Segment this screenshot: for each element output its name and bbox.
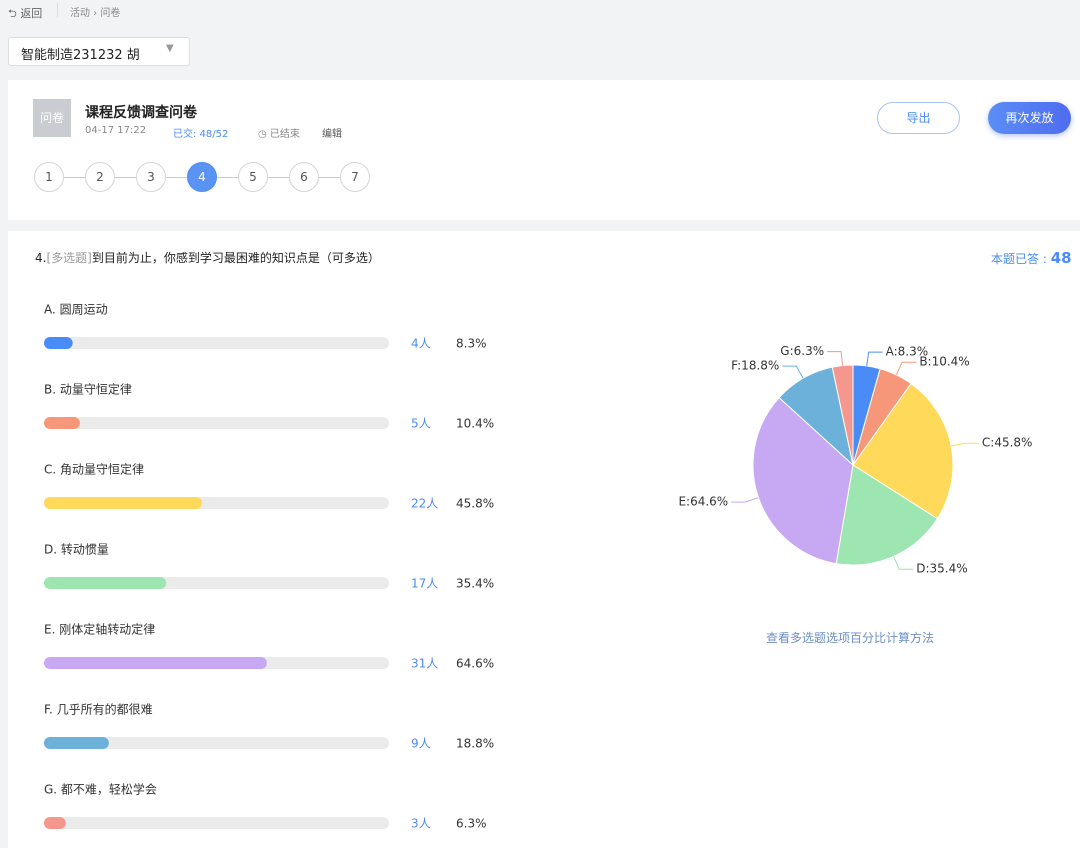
- survey-date: 04-17 17:22: [85, 125, 147, 136]
- question-text: 到目前为止，你感到学习最困难的知识点是（可多选）: [91, 251, 380, 265]
- percent-label: 45.8%: [456, 497, 494, 511]
- step-connector: [115, 177, 136, 178]
- step-connector: [64, 177, 85, 178]
- leader-line: [731, 497, 759, 503]
- pie-slice: [852, 382, 954, 520]
- percent-label: 10.4%: [456, 417, 494, 431]
- pie-label: C:45.8%: [982, 436, 1033, 450]
- pie-slice: [835, 464, 939, 566]
- option-label: A. 圆周运动: [44, 303, 108, 317]
- leader-line: [866, 351, 883, 367]
- bar: [44, 337, 73, 349]
- back[interactable]: ⮌ 返回: [8, 7, 43, 20]
- leader-line: [827, 351, 844, 366]
- leader-line: [895, 361, 917, 376]
- crumb: 问卷: [100, 8, 121, 19]
- count-label: 4人: [411, 337, 431, 351]
- question-tag: [多选题]: [46, 251, 92, 265]
- bar: [44, 497, 203, 509]
- survey-status: ◷ 已结束: [258, 129, 300, 140]
- bar: [44, 737, 109, 749]
- leader-line: [893, 556, 914, 570]
- count-label: 5人: [411, 417, 431, 431]
- bar: [44, 657, 267, 669]
- percent-label: 64.6%: [456, 657, 494, 671]
- class-select-text: 智能制造231232 胡: [21, 48, 140, 63]
- survey-icon: 问卷: [33, 99, 71, 137]
- bar-track: [44, 737, 389, 749]
- count-label: 9人: [411, 737, 431, 751]
- step-connector: [217, 177, 238, 178]
- edit-link[interactable]: 编辑: [322, 129, 342, 140]
- question-title: 4.[多选题]到目前为止，你感到学习最困难的知识点是（可多选）: [35, 249, 380, 266]
- question-number: 4.: [35, 251, 47, 265]
- leader-line: [951, 442, 979, 447]
- step-connector: [166, 177, 187, 178]
- option-label: F. 几乎所有的都很难: [44, 702, 153, 717]
- survey-title: 课程反馈调查问卷: [85, 105, 197, 121]
- count-label: 17人: [411, 577, 438, 591]
- breadcrumb: 活动 › 问卷: [70, 8, 121, 19]
- percent-label: 35.4%: [456, 577, 494, 591]
- pie-slice: [752, 396, 854, 565]
- option-label: B. 动量守恒定律: [44, 382, 132, 397]
- resend-button[interactable]: 再次发放: [988, 102, 1071, 134]
- count-label: 22人: [411, 497, 438, 511]
- option-label: G. 都不难，轻松学会: [44, 782, 157, 797]
- survey-card: [8, 80, 1080, 220]
- option-label: E. 刚体定轴转动定律: [44, 622, 155, 637]
- step[interactable]: 3: [136, 162, 166, 192]
- count-label: 31人: [411, 657, 438, 671]
- bar-track: [44, 817, 389, 829]
- bar-track: [44, 417, 389, 429]
- method-link[interactable]: 查看多选题选项百分比计算方法: [766, 631, 935, 645]
- status-text: 已结束: [269, 129, 300, 140]
- back-text[interactable]: 返回: [20, 7, 43, 20]
- step[interactable]: 5: [238, 162, 268, 192]
- step[interactable]: 2: [85, 162, 115, 192]
- bar: [44, 577, 167, 589]
- percent-label: 18.8%: [456, 737, 494, 751]
- answered-label: 本题已答 :: [991, 252, 1047, 266]
- bar-track: [44, 337, 389, 349]
- option-label: D. 转动惯量: [44, 542, 109, 557]
- percent-label: 8.3%: [456, 337, 487, 351]
- survey-submitted[interactable]: 已交: 48/52: [173, 129, 229, 140]
- pie-label: A:8.3%: [886, 345, 929, 359]
- step-connector: [268, 177, 289, 178]
- caret: ▼: [166, 43, 174, 54]
- export-button[interactable]: 导出: [877, 102, 960, 134]
- pie-label: F:18.8%: [731, 359, 779, 373]
- bar: [44, 817, 66, 829]
- answered-count: 48: [1050, 249, 1072, 267]
- step[interactable]: 4: [187, 162, 217, 192]
- count-label: 3人: [411, 817, 431, 831]
- leader-line: [782, 365, 804, 379]
- answered: 本题已答 : 48: [991, 249, 1072, 267]
- step[interactable]: 1: [34, 162, 64, 192]
- pie-label: G:6.3%: [780, 344, 824, 358]
- pie-label: D:35.4%: [916, 562, 967, 576]
- step[interactable]: 7: [340, 162, 370, 192]
- bar: [44, 417, 80, 429]
- class-select[interactable]: 智能制造231232 胡 ▼: [8, 37, 190, 66]
- divider: [57, 3, 58, 17]
- step[interactable]: 6: [289, 162, 319, 192]
- step-connector: [319, 177, 340, 178]
- percent-label: 6.3%: [456, 817, 487, 831]
- pie-label: B:10.4%: [919, 355, 969, 369]
- option-label: C. 角动量守恒定律: [44, 462, 144, 477]
- crumb[interactable]: 活动: [70, 8, 90, 19]
- pie-label: E:64.6%: [678, 495, 728, 509]
